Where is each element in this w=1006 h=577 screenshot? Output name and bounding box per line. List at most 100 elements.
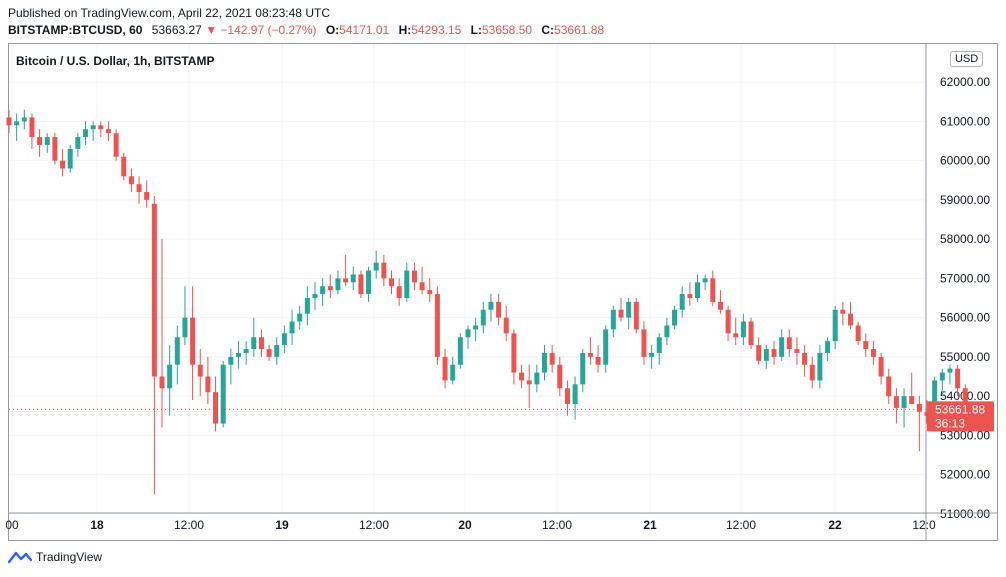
candle-up xyxy=(75,137,81,149)
x-tick-label: 21 xyxy=(643,518,657,532)
candle-up xyxy=(610,309,616,330)
y-tick-label: 58000.00 xyxy=(940,232,990,246)
candle-up xyxy=(740,321,746,338)
candle-down xyxy=(748,321,754,346)
chart-title: Bitcoin / U.S. Dollar, 1h, BITSTAMP xyxy=(16,54,215,68)
candle-up xyxy=(664,325,670,338)
candle-up xyxy=(281,333,287,346)
candle-up xyxy=(679,294,685,310)
y-tick-label: 57000.00 xyxy=(940,271,990,285)
candle-down xyxy=(710,278,716,302)
brand-name: TradingView xyxy=(36,550,103,564)
candle-up xyxy=(947,368,953,373)
last-price: 53663.27 xyxy=(151,23,202,37)
candle-down xyxy=(641,329,647,357)
candle-down xyxy=(381,262,387,279)
candle-up xyxy=(174,337,180,365)
x-tick-label: 12:00 xyxy=(542,518,572,532)
candle-down xyxy=(526,380,532,385)
candle-down xyxy=(840,309,846,314)
tradingview-logo-icon xyxy=(8,551,32,564)
candle-up xyxy=(182,317,188,338)
candle-down xyxy=(121,156,127,177)
candle-down xyxy=(159,376,165,389)
candle-down xyxy=(962,388,968,410)
candle-up xyxy=(243,349,249,353)
y-tick-label: 59000.00 xyxy=(940,193,990,207)
candle-up xyxy=(21,117,27,122)
candle-down xyxy=(717,301,723,310)
candle-down xyxy=(725,309,731,334)
candle-up xyxy=(626,301,632,318)
close-label: C: xyxy=(541,23,555,37)
symbol-label[interactable]: BITSTAMP:BTCUSD, 60 xyxy=(8,23,143,37)
y-tick-label: 55000.00 xyxy=(940,350,990,364)
candle-up xyxy=(702,278,708,283)
candle-up xyxy=(312,294,318,298)
candle-up xyxy=(274,345,280,357)
candle-up xyxy=(450,364,456,381)
candle-down xyxy=(151,203,157,377)
y-tick-label: 61000.00 xyxy=(940,114,990,128)
candle-down xyxy=(786,337,792,350)
y-tick-label: 52000.00 xyxy=(940,468,990,482)
candle-up xyxy=(572,384,578,404)
y-tick-label: 56000.00 xyxy=(940,311,990,325)
candle-down xyxy=(327,286,333,291)
x-tick-label: 22 xyxy=(828,518,842,532)
candle-down xyxy=(434,294,440,357)
candle-up xyxy=(656,337,662,353)
candle-down xyxy=(878,356,884,377)
candle-down xyxy=(557,364,563,389)
candle-up xyxy=(542,352,547,373)
candle-up xyxy=(228,356,234,365)
candle-up xyxy=(649,352,655,357)
candle-down xyxy=(213,392,219,424)
candle-down xyxy=(442,356,448,381)
candle-up xyxy=(350,274,356,283)
candle-down xyxy=(358,274,364,295)
x-tick-label: 12:00 xyxy=(174,518,204,532)
candle-down xyxy=(427,290,433,295)
candle-down xyxy=(863,341,869,350)
change-value: ▼ −142.97 (−0.27%) xyxy=(205,23,317,37)
y-tick-label: 60000.00 xyxy=(940,154,990,168)
candle-down xyxy=(503,317,509,334)
high-label: H: xyxy=(398,23,412,37)
candle-down xyxy=(105,129,111,134)
candle-up xyxy=(825,341,831,353)
candle-down xyxy=(60,160,66,169)
candle-down xyxy=(756,345,762,361)
candle-up xyxy=(366,270,372,295)
candle-up xyxy=(220,364,226,424)
x-tick-label: 12:00 xyxy=(726,518,756,532)
candle-down xyxy=(52,137,58,161)
candle-up xyxy=(932,380,938,416)
candle-up xyxy=(83,129,88,138)
candle-down xyxy=(197,364,203,377)
candle-up xyxy=(465,329,471,338)
x-tick-label: 00 xyxy=(5,518,19,532)
currency-button[interactable]: USD xyxy=(950,51,984,67)
candle-up xyxy=(580,352,586,385)
candle-down xyxy=(595,356,601,365)
candle-down xyxy=(886,376,892,397)
symbol-ohlc-bar: BITSTAMP:BTCUSD, 60 53663.27 ▼ −142.97 (… xyxy=(8,23,604,37)
candle-down xyxy=(870,349,876,357)
footer-brand[interactable]: TradingView xyxy=(8,550,102,564)
candle-up xyxy=(320,286,326,295)
candle-down xyxy=(909,396,915,404)
candle-up xyxy=(251,337,257,350)
candle-down xyxy=(411,270,417,283)
candle-up xyxy=(672,309,678,326)
candle-down xyxy=(396,286,402,298)
candle-down xyxy=(389,278,394,287)
candle-up xyxy=(480,309,486,326)
open-value: 54171.01 xyxy=(339,23,390,37)
candle-down xyxy=(802,352,808,365)
candle-down xyxy=(519,372,525,381)
candle-up xyxy=(779,337,785,357)
low-value: 53658.50 xyxy=(481,23,533,37)
candle-down xyxy=(136,184,142,193)
